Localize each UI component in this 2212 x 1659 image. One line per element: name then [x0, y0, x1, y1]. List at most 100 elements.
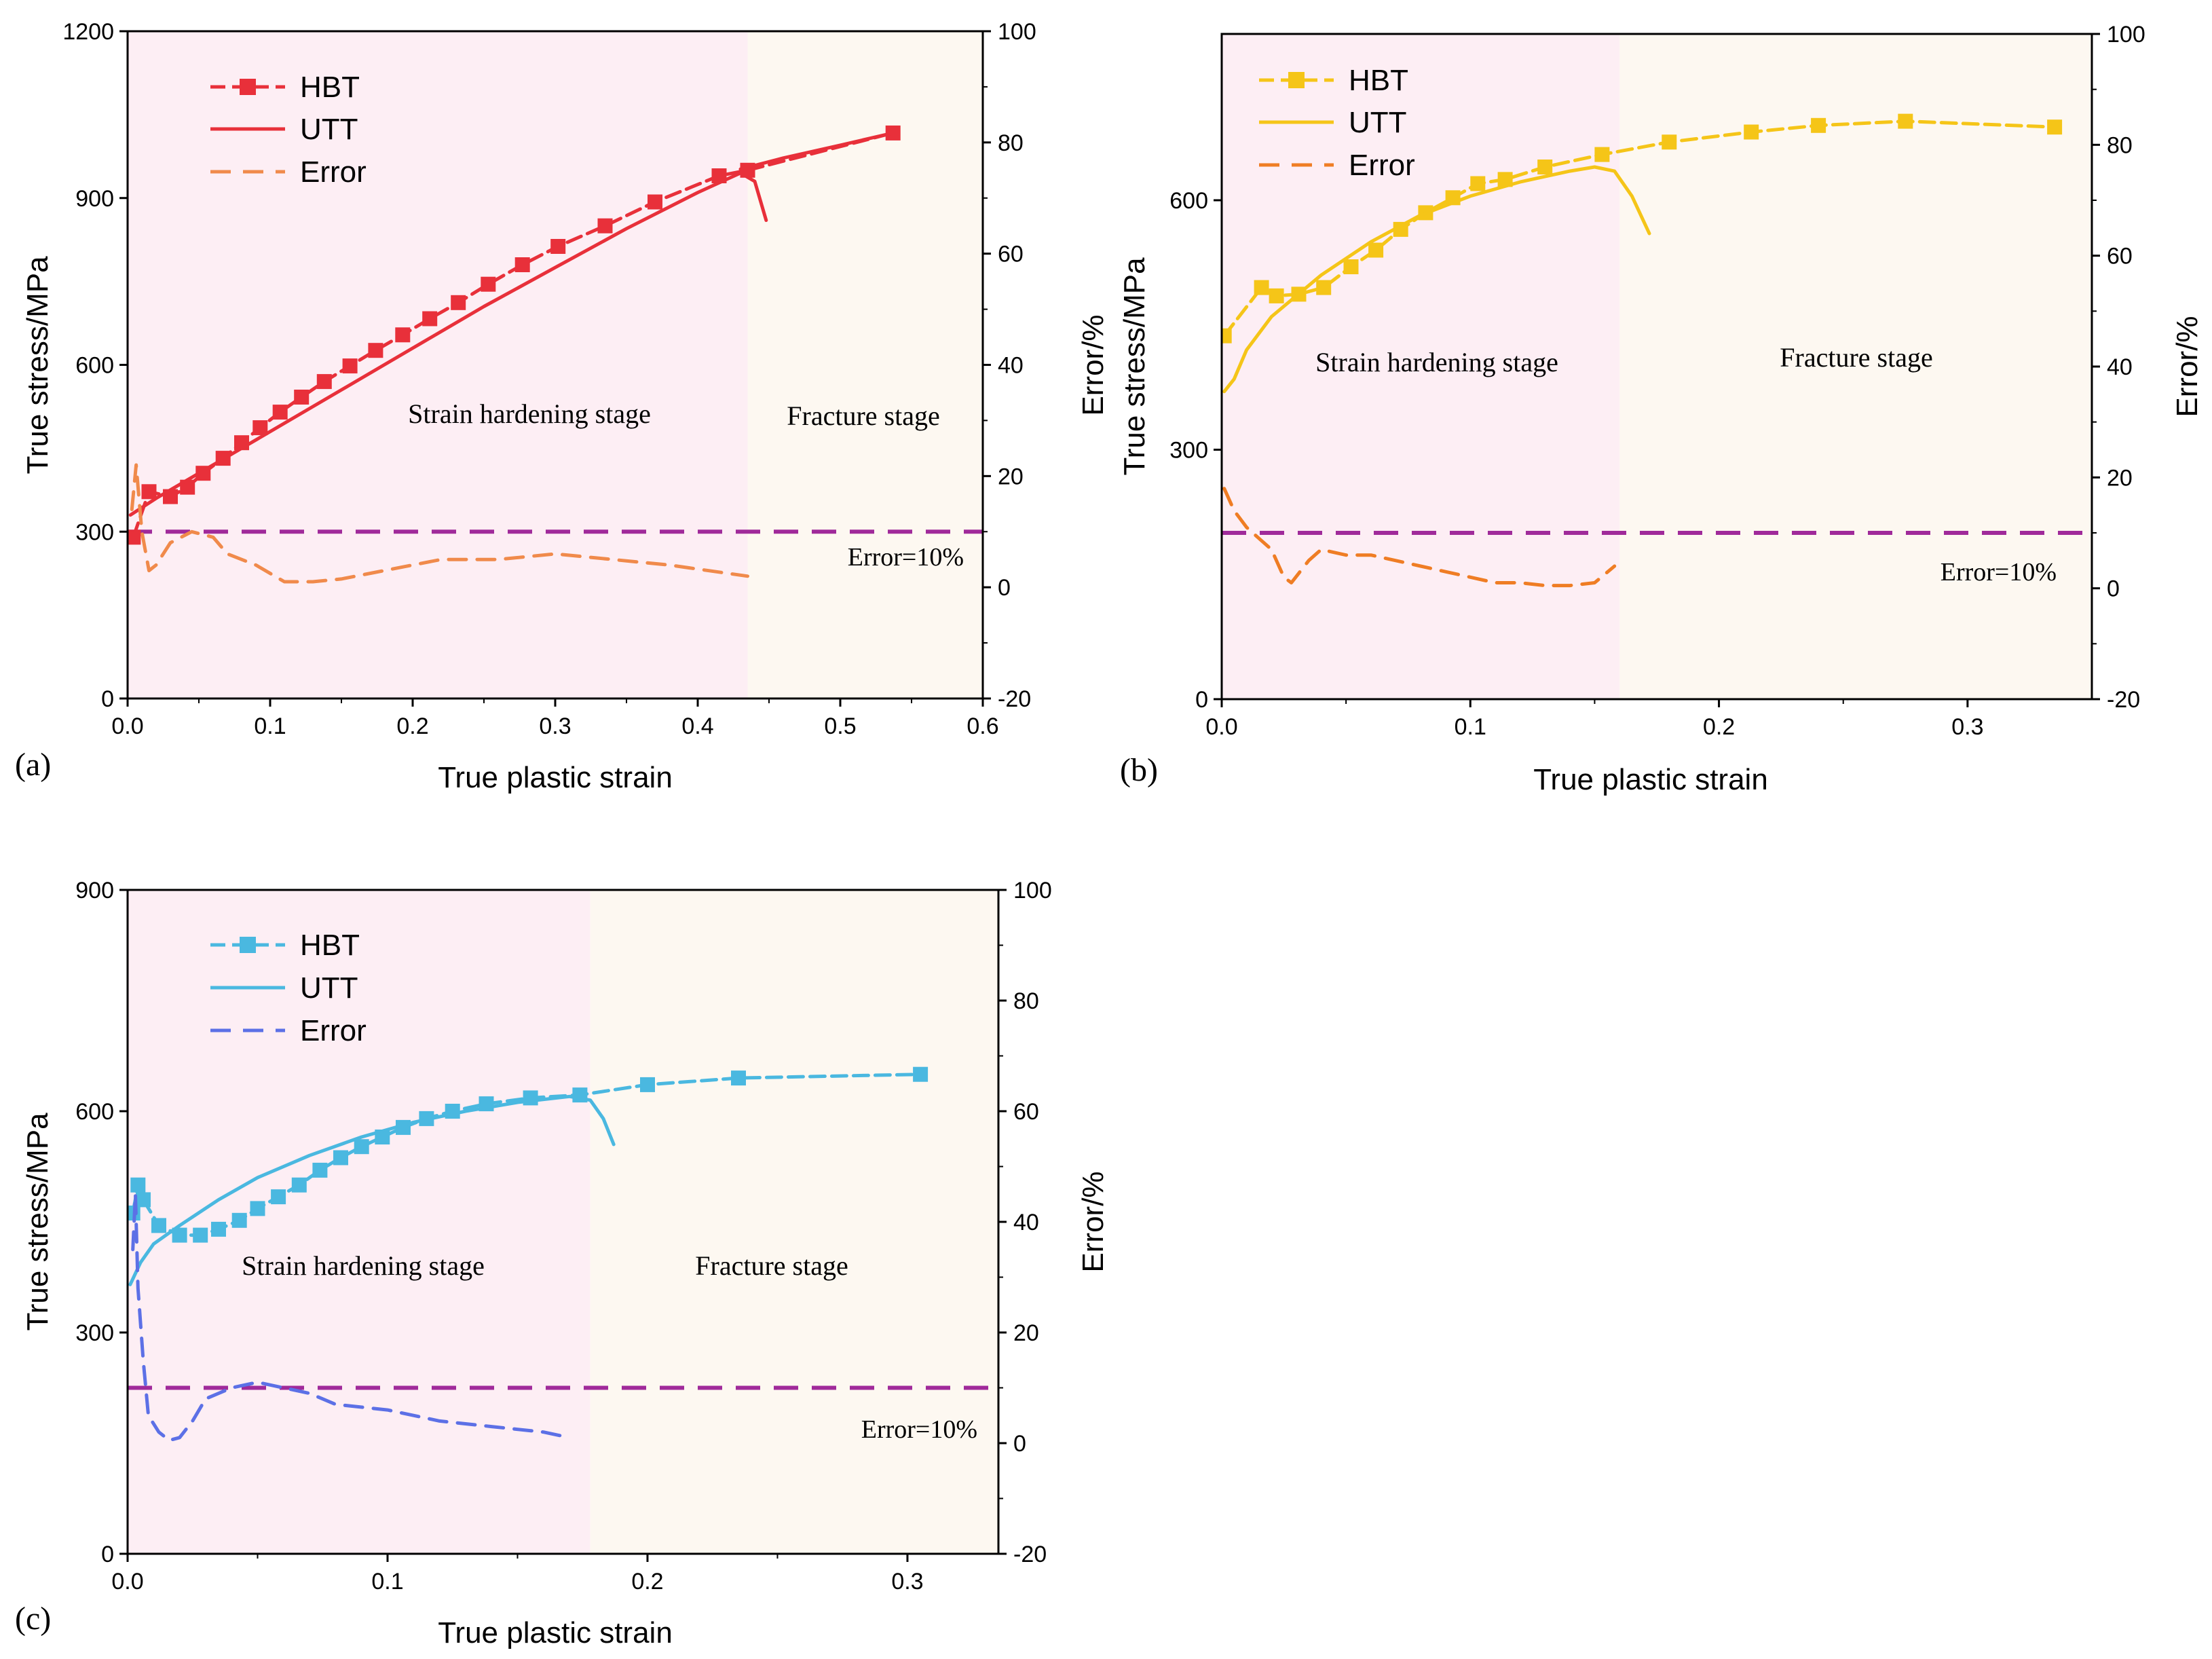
y-tick-label-b: 600 — [1169, 188, 1208, 214]
fracture-region-b — [1619, 34, 2092, 699]
y2-tick-label-b: 20 — [2107, 465, 2133, 491]
y-tick-label-b: 300 — [1169, 438, 1208, 464]
y-ticks-a: 0 300 600 900 1200 — [62, 19, 128, 712]
y2-ticks-a: -20 0 20 40 60 80 100 — [983, 19, 1036, 712]
hbt-point-c — [354, 1139, 369, 1155]
x-tick-label-c: 0.1 — [371, 1569, 403, 1595]
legend-utt-label-c: UTT — [300, 971, 358, 1005]
legend-hbt-label-b: HBT — [1349, 64, 1408, 97]
x-tick-label-b: 0.2 — [1703, 714, 1735, 740]
legend-hbt-label-a: HBT — [300, 71, 360, 104]
y2-tick-label-c: 0 — [1013, 1431, 1026, 1457]
hbt-point-c — [333, 1150, 348, 1166]
stage-label-fracture-a: Fracture stage — [787, 400, 939, 431]
y2-tick-label-c: -20 — [1013, 1542, 1047, 1567]
legend-hbt-label-c: HBT — [300, 929, 360, 962]
hbt-point-b — [1662, 134, 1677, 150]
fracture-region-a — [747, 31, 983, 698]
y2-axis-title-a: Error/% — [1076, 314, 1110, 415]
x-tick-label-a: 0.2 — [396, 713, 428, 739]
hbt-point-b — [1222, 328, 1232, 343]
series-utt-line-b — [1222, 165, 1651, 394]
hbt-point-c — [271, 1189, 286, 1205]
y-tick-label-c: 600 — [75, 1099, 114, 1125]
x-tick-label-c: 0.0 — [111, 1569, 143, 1595]
hbt-point-b — [1254, 280, 1269, 295]
y2-axis-title-c: Error/% — [1076, 1171, 1110, 1272]
y-tick-label-a: 900 — [75, 186, 114, 212]
y2-tick-label-a: 80 — [998, 130, 1024, 156]
y2-tick-label-a: -20 — [998, 686, 1031, 712]
y2-tick-label-a: 20 — [998, 464, 1024, 489]
hbt-point-c — [211, 1221, 226, 1237]
legend-hbt-marker-a — [240, 79, 256, 95]
x-tick-label-a: 0.6 — [967, 713, 998, 739]
x-tick-label-a: 0.5 — [824, 713, 856, 739]
hbt-point-b — [1343, 259, 1359, 274]
hbt-point-a — [481, 276, 496, 292]
y2-tick-label-b: 0 — [2107, 576, 2120, 602]
hbt-point-a — [316, 374, 332, 390]
hbt-point-a — [451, 295, 466, 310]
y2-tick-label-c: 60 — [1013, 1099, 1039, 1125]
x-tick-label-a: 0.1 — [254, 713, 286, 739]
hardening-region-b — [1222, 34, 1620, 699]
x-ticks-a: 0.0 0.1 0.2 0.3 0.4 0.5 0.6 — [111, 698, 999, 739]
fracture-region-c — [590, 890, 998, 1554]
y-ticks-b: 0 300 600 — [1169, 188, 1222, 713]
y2-tick-label-b: -20 — [2107, 687, 2140, 713]
y2-ticks-c: -20 0 20 40 60 80 100 — [998, 878, 1052, 1567]
hbt-point-a — [368, 343, 383, 358]
hbt-point-a — [342, 358, 358, 374]
hbt-point-b — [1470, 176, 1486, 191]
hbt-point-a — [597, 218, 613, 234]
legend-utt-label-b: UTT — [1349, 106, 1407, 139]
y2-axis-title-b: Error/% — [2171, 316, 2204, 417]
y2-tick-label-c: 100 — [1013, 878, 1052, 903]
hbt-point-a — [141, 484, 157, 500]
series-group-b — [1222, 113, 2092, 588]
hbt-point-b — [1594, 147, 1610, 162]
hbt-point-a — [422, 311, 438, 327]
hbt-point-c — [151, 1218, 166, 1233]
hbt-point-a — [550, 239, 566, 254]
y-tick-label-b: 0 — [1195, 687, 1208, 713]
y-tick-label-c: 0 — [101, 1542, 114, 1567]
y-axis-title-c: True stress/MPa — [21, 1113, 54, 1331]
y2-tick-label-b: 60 — [2107, 244, 2133, 269]
y-tick-label-c: 900 — [75, 878, 114, 903]
legend-error-label-b: Error — [1349, 149, 1415, 182]
series-utt-line-a — [128, 171, 768, 517]
series-group-c — [128, 1066, 998, 1442]
panel-label-b: (b) — [1120, 752, 1158, 788]
hbt-point-a — [128, 529, 141, 545]
hbt-point-c — [136, 1192, 151, 1208]
hbt-point-c — [172, 1227, 187, 1243]
hbt-point-a — [252, 420, 268, 436]
y-axis-title-b: True stress/MPa — [1118, 257, 1151, 476]
series-error-line-b — [1222, 487, 1617, 588]
y2-tick-label-b: 100 — [2107, 22, 2145, 48]
x-tick-label-c: 0.3 — [891, 1569, 923, 1595]
legend-error-label-c: Error — [300, 1014, 367, 1047]
series-utt-line-c — [128, 1094, 616, 1286]
y-tick-label-a: 300 — [75, 519, 114, 545]
x-ticks-b: 0.0 0.1 0.2 0.3 — [1205, 699, 1983, 740]
series-error-line-c — [131, 1192, 571, 1442]
hbt-point-a — [648, 194, 662, 210]
y2-tick-label-b: 40 — [2107, 354, 2133, 380]
hbt-point-a — [514, 257, 530, 272]
y2-tick-label-b: 80 — [2107, 132, 2133, 158]
hbt-point-a — [294, 390, 310, 405]
y2-tick-label-c: 80 — [1013, 988, 1039, 1014]
hbt-point-c — [130, 1177, 146, 1193]
y2-tick-label-c: 20 — [1013, 1320, 1039, 1346]
hardening-region-c — [128, 890, 591, 1554]
hbt-point-c — [640, 1077, 655, 1092]
x-tick-label-a: 0.3 — [539, 713, 571, 739]
x-tick-label-b: 0.0 — [1205, 714, 1237, 740]
hbt-point-b — [1744, 124, 1759, 140]
